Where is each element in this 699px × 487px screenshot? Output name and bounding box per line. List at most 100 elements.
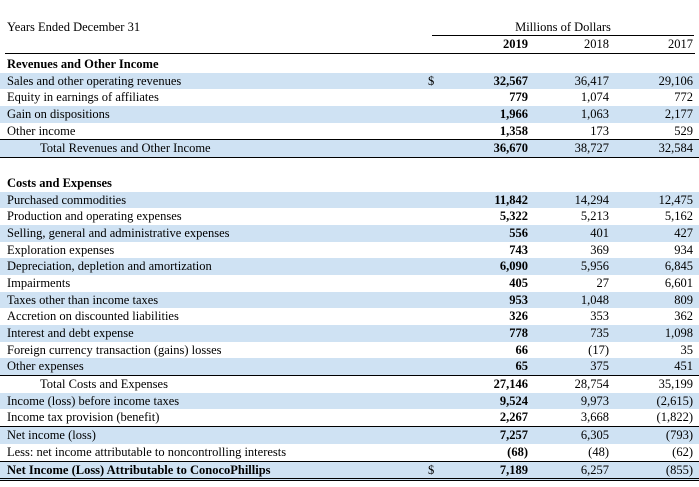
value-2017: 427 (674, 225, 693, 240)
value-2018: 1,074 (580, 90, 609, 105)
row-label: Selling, general and administrative expe… (7, 225, 230, 240)
value-2018: 28,754 (574, 377, 609, 392)
value-2018: 5,956 (580, 259, 609, 274)
value-2018: 735 (590, 326, 609, 340)
table-row: Purchased commodities 11,842 14,294 12,475 (0, 191, 699, 209)
value-2019: 778 (509, 326, 528, 340)
value-2017: (1,822) (656, 410, 693, 425)
row-label: Net Income (Loss) Attributable to Conoco… (7, 462, 271, 477)
row-label: Income (loss) before income taxes (7, 393, 180, 408)
value-2017: 809 (674, 292, 693, 307)
row-label: Total Costs and Expenses (40, 377, 168, 392)
row-label: Accretion on discounted liabilities (7, 309, 179, 324)
table-row: Other income 1,358 173 529 (0, 123, 699, 140)
value-2017: 451 (674, 359, 693, 374)
value-2018: 14,294 (574, 192, 609, 207)
row-label: Net income (loss) (7, 428, 96, 443)
dollar-sign: $ (428, 73, 435, 88)
value-2017: 5,162 (664, 209, 693, 224)
table-row: Income tax provision (benefit) 2,267 3,668… (0, 409, 699, 426)
value-2018: 375 (590, 359, 609, 374)
value-2017: 35 (680, 342, 694, 357)
row-label: Purchased commodities (7, 192, 127, 207)
table-row: Equity in earnings of affiliates 779 1,074… (0, 89, 699, 106)
value-2019: 2,267 (499, 410, 528, 425)
value-2018: 369 (590, 242, 609, 257)
value-2019: (68) (507, 444, 528, 459)
column-header-rule (5, 53, 695, 54)
table-row: Taxes other than income taxes 953 1,048 809 (0, 291, 699, 309)
table-row: Selling, general and administrative expe… (0, 224, 699, 242)
dollar-sign: $ (428, 462, 435, 477)
spacer-row (0, 158, 699, 175)
row-label: Other income (7, 123, 76, 138)
table-row: Accretion on discounted liabilities 326 35… (0, 308, 699, 325)
year-2018: 2018 (584, 37, 609, 51)
value-2017: 772 (674, 90, 693, 105)
year-2019: 2019 (503, 37, 528, 51)
value-2018: (48) (588, 444, 609, 459)
value-2018: 6,305 (580, 428, 609, 443)
value-2017: (793) (665, 428, 693, 443)
value-2018: 1,063 (580, 107, 609, 122)
value-2018: (17) (588, 342, 609, 357)
row-label: Less: net income attributable to noncont… (7, 444, 287, 459)
table-row: Less: net income attributable to noncont… (0, 444, 699, 461)
period-label: Years Ended December 31 (7, 20, 141, 34)
income-statement-table: Revenues and Other Income Sales and other… (0, 56, 699, 482)
table-row: Other expenses 65 375 451 (0, 358, 699, 376)
row-label: Gain on dispositions (7, 107, 110, 122)
table-row: Impairments 405 27 6,601 (0, 275, 699, 292)
row-label: Exploration expenses (7, 242, 115, 257)
value-2019: 32,567 (493, 73, 528, 88)
row-label: Production and operating expenses (7, 209, 182, 224)
value-2019: 7,189 (499, 462, 528, 477)
value-2019: 27,146 (493, 377, 528, 392)
value-2017: 1,098 (664, 326, 693, 340)
value-2019: 7,257 (499, 428, 528, 443)
value-2017: 35,199 (658, 377, 693, 392)
row-label: Sales and other operating revenues (7, 73, 182, 88)
value-2019: 6,090 (499, 259, 528, 274)
value-2017: (62) (672, 444, 693, 459)
row-label: Other expenses (7, 359, 84, 374)
value-2019: 1,966 (499, 107, 528, 122)
row-label: Impairments (7, 275, 71, 290)
table-row: Net income (loss) 7,257 6,305 (793) (0, 426, 699, 444)
value-2017: 29,106 (658, 73, 693, 88)
value-2019: 556 (509, 225, 528, 240)
value-2019: 36,670 (493, 141, 528, 156)
value-2018: 1,048 (580, 292, 609, 307)
table-row: Gain on dispositions 1,966 1,063 2,177 (0, 106, 699, 123)
value-2019: 9,524 (499, 393, 528, 408)
value-2018: 3,668 (580, 410, 609, 425)
unit-label: Millions of Dollars (515, 20, 611, 34)
value-2019: 5,322 (499, 209, 528, 224)
value-2017: 6,845 (664, 259, 693, 274)
table-row: Depreciation, depletion and amortization… (0, 258, 699, 275)
value-2017: 6,601 (664, 275, 693, 290)
value-2017: 529 (674, 123, 693, 138)
value-2017: 12,475 (658, 192, 693, 207)
section-heading-row: Revenues and Other Income (0, 56, 699, 73)
value-2019: 405 (509, 275, 528, 290)
value-2017: 362 (674, 309, 693, 324)
table-row: Production and operating expenses 5,322 5,… (0, 208, 699, 225)
value-2018: 36,417 (574, 73, 609, 88)
value-2019: 1,358 (499, 123, 528, 138)
table-row: Income (loss) before income taxes 9,524 9,… (0, 392, 699, 410)
section-heading-row: Costs and Expenses (0, 175, 699, 192)
value-2018: 401 (590, 225, 609, 240)
table-row: Exploration expenses 743 369 934 (0, 242, 699, 259)
table-row: Total Revenues and Other Income 36,670 38,… (0, 139, 699, 159)
row-label: Taxes other than income taxes (7, 292, 159, 307)
section-heading: Costs and Expenses (7, 175, 112, 190)
table-row: Interest and debt expense 778 735 1,098 (0, 325, 699, 342)
value-2017: 934 (674, 242, 693, 257)
row-label: Interest and debt expense (7, 326, 134, 340)
row-label: Income tax provision (benefit) (7, 410, 160, 425)
value-2019: 779 (509, 90, 528, 105)
value-2019: 743 (509, 242, 528, 257)
section-heading: Revenues and Other Income (7, 57, 159, 71)
table-row: Total Costs and Expenses 27,146 28,754 35,1… (0, 375, 699, 393)
